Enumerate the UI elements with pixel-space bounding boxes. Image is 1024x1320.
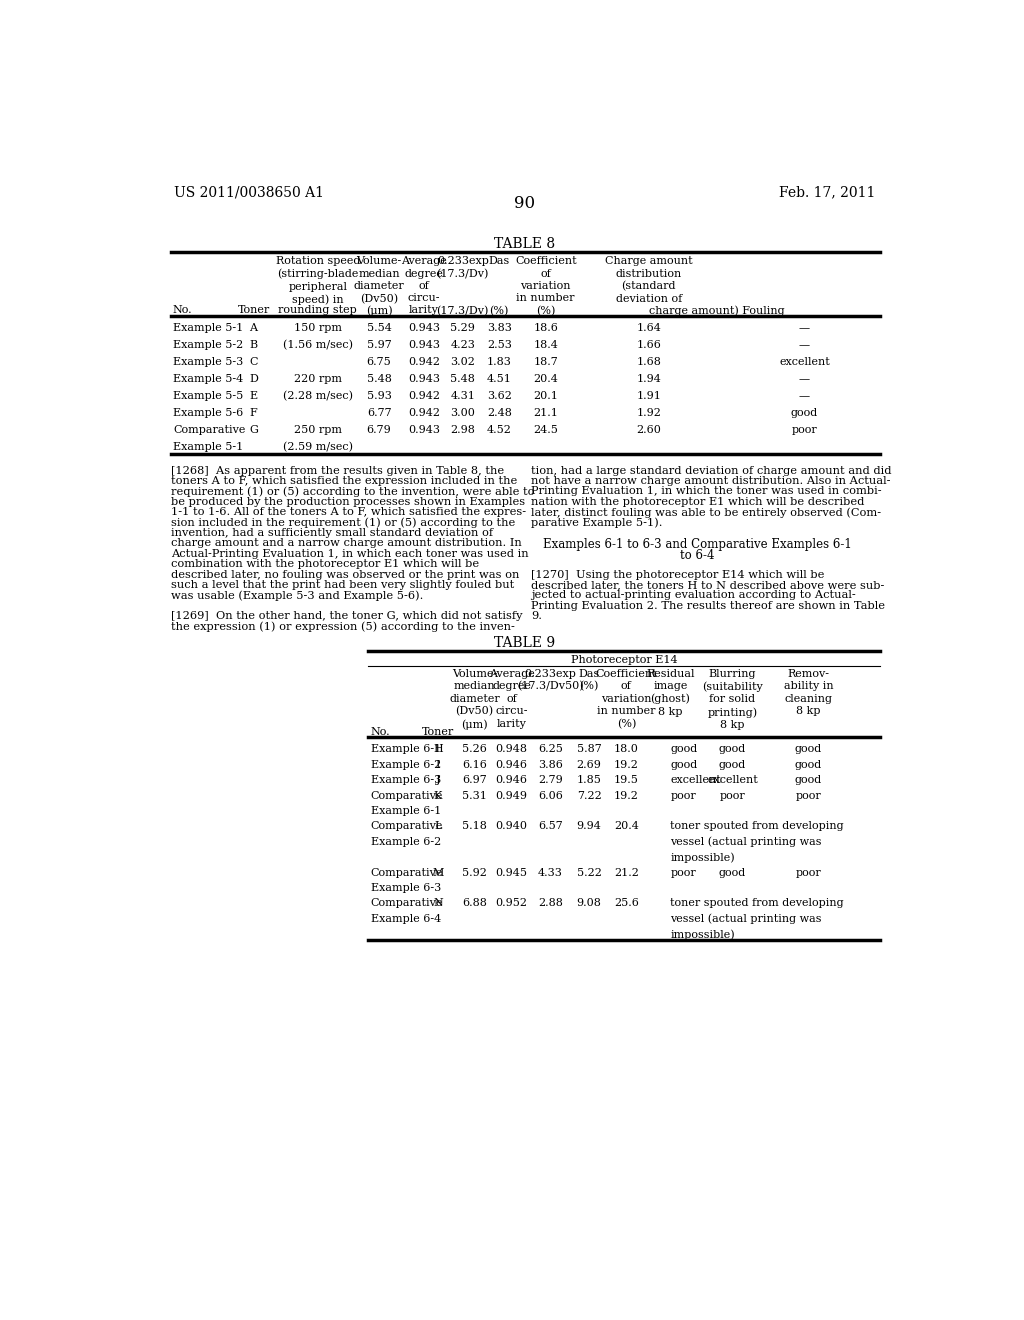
Text: No.: No.: [371, 726, 390, 737]
Text: good: good: [791, 408, 818, 418]
Text: 1.66: 1.66: [636, 341, 662, 350]
Text: Toner: Toner: [422, 726, 454, 737]
Text: Comparative: Comparative: [173, 425, 246, 434]
Text: 0.943: 0.943: [408, 323, 440, 333]
Text: 6.16: 6.16: [462, 760, 486, 770]
Text: 4.51: 4.51: [486, 374, 512, 384]
Text: was usable (Example 5-3 and Example 5-6).: was usable (Example 5-3 and Example 5-6)…: [171, 590, 423, 601]
Text: L: L: [434, 821, 441, 832]
Text: (2.59 m/sec): (2.59 m/sec): [283, 442, 353, 451]
Text: [1268]  As apparent from the results given in Table 8, the: [1268] As apparent from the results give…: [171, 466, 504, 475]
Text: not have a narrow charge amount distribution. Also in Actual-: not have a narrow charge amount distribu…: [531, 477, 891, 486]
Text: 2.53: 2.53: [486, 341, 512, 350]
Text: later, distinct fouling was able to be entirely observed (Com-: later, distinct fouling was able to be e…: [531, 507, 881, 517]
Text: tion, had a large standard deviation of charge amount and did: tion, had a large standard deviation of …: [531, 466, 892, 475]
Text: poor: poor: [796, 791, 821, 800]
Text: poor: poor: [720, 791, 745, 800]
Text: C: C: [249, 358, 258, 367]
Text: excellent: excellent: [708, 775, 758, 785]
Text: 0.943: 0.943: [408, 425, 440, 434]
Text: requirement (1) or (5) according to the invention, were able to: requirement (1) or (5) according to the …: [171, 487, 535, 498]
Text: 5.48: 5.48: [367, 374, 391, 384]
Text: 5.31: 5.31: [462, 791, 486, 800]
Text: Example 6-3: Example 6-3: [371, 883, 440, 892]
Text: 9.94: 9.94: [577, 821, 601, 832]
Text: excellent: excellent: [671, 775, 721, 785]
Text: 3.62: 3.62: [486, 391, 512, 401]
Text: poor: poor: [671, 791, 696, 800]
Text: 1.91: 1.91: [636, 391, 662, 401]
Text: 1.92: 1.92: [636, 408, 662, 418]
Text: toners A to F, which satisfied the expression included in the: toners A to F, which satisfied the expre…: [171, 477, 517, 486]
Text: nation with the photoreceptor E1 which will be described: nation with the photoreceptor E1 which w…: [531, 496, 864, 507]
Text: 6.79: 6.79: [367, 425, 391, 434]
Text: 5.18: 5.18: [462, 821, 486, 832]
Text: toner spouted from developing: toner spouted from developing: [671, 899, 844, 908]
Text: A: A: [250, 323, 258, 333]
Text: D: D: [249, 374, 258, 384]
Text: Residual
image
(ghost)
8 kp: Residual image (ghost) 8 kp: [646, 669, 694, 717]
Text: Charge amount
distribution
(standard
deviation of: Charge amount distribution (standard dev…: [605, 256, 692, 304]
Text: 6.06: 6.06: [538, 791, 563, 800]
Text: F: F: [250, 408, 257, 418]
Text: J: J: [435, 775, 440, 785]
Text: 0.233exp
(17.3/Dv50): 0.233exp (17.3/Dv50): [517, 669, 584, 692]
Text: Coefficient
of
variation
in number
(%): Coefficient of variation in number (%): [596, 669, 657, 729]
Text: such a level that the print had been very slightly fouled but: such a level that the print had been ver…: [171, 579, 514, 590]
Text: 0.949: 0.949: [496, 791, 527, 800]
Text: rounding step: rounding step: [279, 305, 357, 315]
Text: 20.1: 20.1: [534, 391, 558, 401]
Text: 1.68: 1.68: [636, 358, 662, 367]
Text: Average
degree
of
circu-: Average degree of circu-: [401, 256, 446, 304]
Text: 5.54: 5.54: [367, 323, 391, 333]
Text: 2.98: 2.98: [451, 425, 475, 434]
Text: 1.85: 1.85: [577, 775, 601, 785]
Text: Coefficient
of
variation
in number: Coefficient of variation in number: [515, 256, 577, 304]
Text: good: good: [671, 760, 697, 770]
Text: 2.60: 2.60: [636, 425, 662, 434]
Text: 18.4: 18.4: [534, 341, 558, 350]
Text: excellent: excellent: [779, 358, 829, 367]
Text: 7.22: 7.22: [577, 791, 601, 800]
Text: combination with the photoreceptor E1 which will be: combination with the photoreceptor E1 wh…: [171, 560, 479, 569]
Text: 3.83: 3.83: [486, 323, 512, 333]
Text: 0.942: 0.942: [408, 408, 440, 418]
Text: Volume-
median
diameter
(Dv50)
(μm): Volume- median diameter (Dv50) (μm): [450, 669, 500, 730]
Text: Example 6-3: Example 6-3: [371, 775, 440, 785]
Text: described later, the toners H to N described above were sub-: described later, the toners H to N descr…: [531, 579, 885, 590]
Text: good: good: [719, 744, 746, 754]
Text: 4.31: 4.31: [451, 391, 475, 401]
Text: 0.940: 0.940: [496, 821, 527, 832]
Text: Comparative: Comparative: [371, 791, 443, 800]
Text: poor: poor: [796, 867, 821, 878]
Text: —: —: [799, 323, 810, 333]
Text: larity: larity: [410, 305, 439, 315]
Text: G: G: [249, 425, 258, 434]
Text: good: good: [719, 867, 746, 878]
Text: Example 6-4: Example 6-4: [371, 913, 440, 924]
Text: 6.25: 6.25: [538, 744, 563, 754]
Text: 5.97: 5.97: [367, 341, 391, 350]
Text: 20.4: 20.4: [534, 374, 558, 384]
Text: 1.83: 1.83: [486, 358, 512, 367]
Text: to 6-4: to 6-4: [680, 549, 715, 562]
Text: 4.23: 4.23: [451, 341, 475, 350]
Text: good: good: [671, 744, 697, 754]
Text: 18.0: 18.0: [613, 744, 639, 754]
Text: 220 rpm: 220 rpm: [294, 374, 342, 384]
Text: 19.5: 19.5: [613, 775, 639, 785]
Text: impossible): impossible): [671, 853, 735, 863]
Text: good: good: [795, 744, 822, 754]
Text: 5.48: 5.48: [451, 374, 475, 384]
Text: (μm): (μm): [366, 305, 392, 315]
Text: (17.3/Dv): (17.3/Dv): [436, 305, 489, 315]
Text: 0.946: 0.946: [496, 775, 527, 785]
Text: Das: Das: [488, 256, 510, 267]
Text: good: good: [795, 760, 822, 770]
Text: 0.946: 0.946: [496, 760, 527, 770]
Text: vessel (actual printing was: vessel (actual printing was: [671, 913, 822, 924]
Text: E: E: [250, 391, 258, 401]
Text: 1-1 to 1-6. All of the toners A to F, which satisfied the expres-: 1-1 to 1-6. All of the toners A to F, wh…: [171, 507, 525, 517]
Text: Comparative: Comparative: [371, 899, 443, 908]
Text: good: good: [795, 775, 822, 785]
